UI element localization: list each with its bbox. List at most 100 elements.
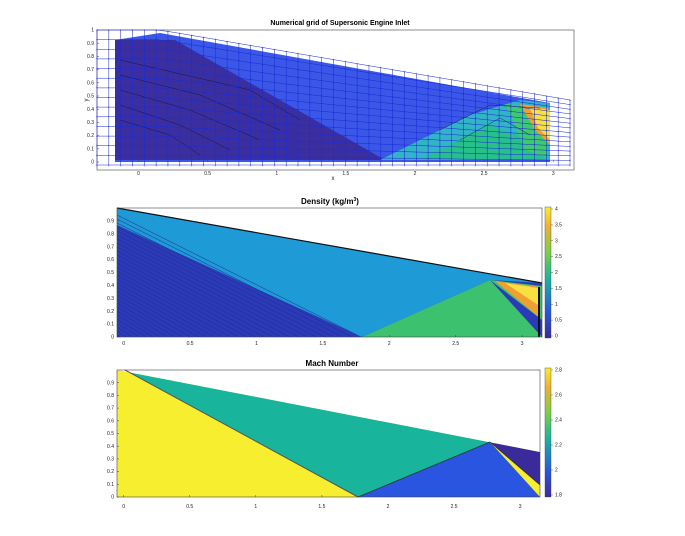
colorbar-tick-label: 1 — [555, 302, 558, 308]
mesh-node: + — [107, 163, 110, 168]
mesh-node: + — [521, 163, 524, 168]
panel1-ylabel: y — [84, 99, 90, 102]
mesh-node: + — [309, 163, 312, 168]
mesh-node: + — [379, 163, 382, 168]
panel2-title-tail: ) — [356, 197, 359, 206]
panel-grid: Numerical grid of Supersonic Engine Inle… — [84, 20, 575, 182]
colorbar-tick-label: 1.8 — [555, 493, 562, 499]
y-tick-label: 0.6 — [107, 257, 114, 263]
panel3-xticks: 0 0.5 1 1.5 2 2.5 3 — [122, 495, 522, 510]
panel1-mesh: + + + + + + + + + + + + + + + + + + + + + + + + + + + + + + + + + + + + + + + +… — [96, 28, 572, 168]
mesh-node: + — [285, 163, 288, 168]
mesh-node: + — [415, 163, 418, 168]
mesh-node: + — [155, 163, 158, 168]
density-contour — [117, 290, 263, 337]
x-tick-label: 2.5 — [452, 341, 459, 347]
y-tick-label: 0.9 — [107, 380, 114, 386]
x-tick-label: 3 — [519, 504, 522, 510]
density-contour — [117, 266, 293, 337]
colorbar-tick-label: 2.2 — [555, 443, 562, 449]
y-tick-label: 0 — [91, 160, 94, 166]
x-tick-label: 0.5 — [186, 504, 193, 510]
mesh-node: + — [261, 163, 264, 168]
panel-mach: Mach Number 1.8 2 2.2 2.4 2.6 2.8 0 0.5 1 1.5 2 2.… — [107, 359, 562, 510]
density-contour — [117, 254, 308, 337]
x-tick-label: 3 — [552, 171, 555, 177]
panel1-title: Numerical grid of Supersonic Engine Inle… — [270, 20, 410, 27]
density-contour — [117, 322, 223, 337]
y-tick-label: 0.1 — [87, 146, 94, 152]
density-contour — [117, 310, 238, 337]
x-tick-label: 0 — [122, 341, 125, 347]
y-tick-label: 0.3 — [107, 457, 114, 463]
density-contour — [117, 262, 298, 337]
mesh-node: + — [569, 163, 572, 168]
mesh-node: + — [510, 163, 513, 168]
x-tick-label: 0 — [122, 504, 125, 510]
x-tick-label: 1 — [255, 341, 258, 347]
y-tick-label: 0.2 — [107, 309, 114, 315]
panel2-yticks: 0 0.1 0.2 0.3 0.4 0.5 0.6 0.7 0.8 0.9 — [107, 219, 119, 341]
x-tick-label: 1 — [254, 504, 257, 510]
density-contour — [117, 270, 288, 337]
density-contour — [117, 222, 348, 337]
colorbar-tick-label: 2.6 — [555, 393, 562, 399]
mesh-node: + — [214, 163, 217, 168]
colorbar-tick-label: 2.5 — [555, 254, 562, 260]
x-tick-label: 1.5 — [319, 341, 326, 347]
y-tick-label: 0.5 — [107, 270, 114, 276]
x-tick-label: 3 — [521, 341, 524, 347]
density-contour — [117, 282, 273, 337]
y-tick-label: 0.6 — [107, 418, 114, 424]
panel3-colorbar-ticks: 1.8 2 2.2 2.4 2.6 2.8 — [551, 368, 562, 499]
colorbar-tick-label: 3.5 — [555, 222, 562, 228]
y-tick-label: 0.3 — [107, 296, 114, 302]
y-tick-label: 0 — [111, 495, 114, 501]
mesh-node: + — [427, 163, 430, 168]
mesh-node: + — [486, 163, 489, 168]
x-tick-label: 2 — [388, 341, 391, 347]
panel1-xlabel: x — [332, 176, 335, 182]
y-tick-label: 0.9 — [87, 41, 94, 47]
density-contour — [117, 302, 248, 337]
y-tick-label: 0.6 — [87, 80, 94, 86]
density-contour — [117, 234, 333, 337]
panel2-xticks: 0 0.5 1 1.5 2 2.5 3 — [122, 335, 524, 347]
mesh-node: + — [391, 163, 394, 168]
density-contour — [117, 258, 303, 337]
y-tick-label: 0.4 — [107, 444, 114, 450]
density-contour — [117, 278, 278, 337]
density-contour — [117, 314, 233, 337]
mesh-node: + — [143, 163, 146, 168]
colorbar-tick-label: 2 — [555, 270, 558, 276]
mesh-node: + — [273, 163, 276, 168]
mesh-node: + — [320, 163, 323, 168]
mesh-node: + — [344, 163, 347, 168]
y-tick-label: 0.8 — [87, 54, 94, 60]
y-tick-label: 0.3 — [87, 120, 94, 126]
panel3-yticks: 0 0.1 0.2 0.3 0.4 0.5 0.6 0.7 0.8 0.9 — [107, 380, 119, 501]
panel2-title-main: Density (kg/m — [301, 197, 353, 206]
density-contour — [117, 226, 343, 337]
panel2-field — [117, 208, 542, 337]
mesh-node: + — [131, 163, 134, 168]
y-tick-label: 0.8 — [107, 231, 114, 237]
x-tick-label: 1 — [275, 171, 278, 177]
y-tick-label: 0.7 — [107, 406, 114, 412]
mesh-node: + — [297, 163, 300, 168]
density-contour — [117, 250, 313, 337]
y-tick-label: 0.4 — [107, 283, 114, 289]
mesh-node: + — [356, 163, 359, 168]
mesh-node: + — [474, 163, 477, 168]
y-tick-label: 0.1 — [107, 482, 114, 488]
panel2-colorbar — [544, 206, 552, 339]
y-tick-label: 1 — [91, 28, 94, 34]
mesh-node: + — [119, 163, 122, 168]
density-contour — [117, 214, 358, 336]
mesh-node: + — [368, 163, 371, 168]
x-tick-label: 2 — [414, 171, 417, 177]
y-tick-label: 0.5 — [107, 431, 114, 437]
mesh-node: + — [439, 163, 442, 168]
mesh-node: + — [498, 163, 501, 168]
